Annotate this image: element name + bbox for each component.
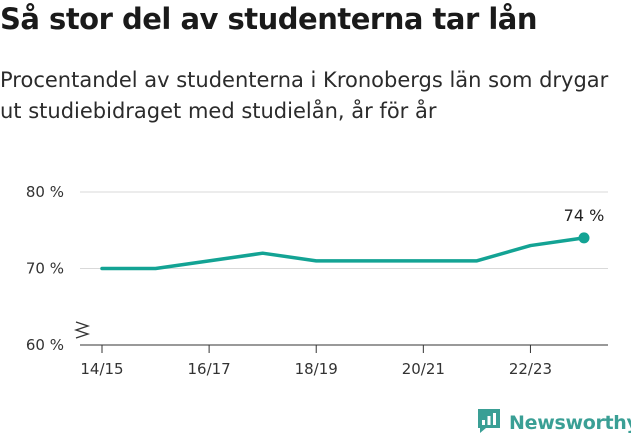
y-tick-label: 70 % (26, 260, 64, 278)
newsworthy-logo: Newsworthy (476, 408, 631, 438)
x-tick-label: 16/17 (187, 360, 230, 378)
y-axis-labels: 60 % 70 % 80 % (26, 183, 64, 354)
x-tick-label: 22/23 (509, 360, 552, 378)
chart-title: Så stor del av studenterna tar lån (0, 2, 538, 36)
y-tick-label: 80 % (26, 183, 64, 201)
series-line (100, 236, 586, 271)
x-axis-ticks: 14/15 16/17 18/19 20/21 22/23 (80, 345, 552, 378)
x-tick-label: 20/21 (402, 360, 445, 378)
y-tick-label: 60 % (26, 336, 64, 354)
brand-name: Newsworthy (509, 412, 631, 434)
grid-lines (80, 191, 608, 269)
end-point-marker (578, 232, 590, 244)
end-value-label: 74 % (564, 206, 605, 225)
x-tick-label: 18/19 (295, 360, 338, 378)
x-tick-label: 14/15 (80, 360, 123, 378)
data-series (100, 232, 590, 271)
axis-break-icon (73, 321, 91, 339)
line-chart: 60 % 70 % 80 % 14/15 16/17 18/19 20/21 22/23 7… (26, 183, 608, 378)
bar-chart-logo-icon (476, 407, 502, 439)
chart-subtitle: Procentandel av studenterna i Kronobergs… (0, 68, 609, 123)
